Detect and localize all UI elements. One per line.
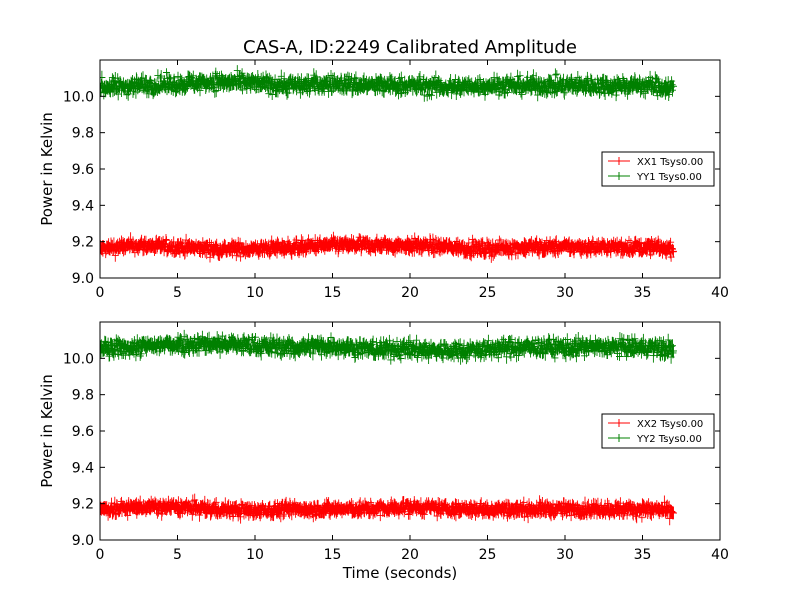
- legend-box: [601, 413, 715, 449]
- y-axis-label: Power in Kelvin: [38, 112, 56, 226]
- x-tick-label: 35: [634, 285, 652, 301]
- x-axis-label: Time (seconds): [342, 564, 458, 582]
- legend-label: XX2 Tsys0.00: [637, 419, 703, 430]
- x-tick-label: 0: [96, 285, 105, 301]
- series-markers: [100, 65, 677, 102]
- y-tick-label: 9.8: [72, 388, 94, 404]
- y-tick-label: 9.0: [72, 533, 94, 549]
- y-tick-label: 9.6: [72, 424, 94, 440]
- series-markers: [100, 493, 677, 526]
- series-yy2-points: [100, 329, 677, 365]
- y-tick-label: 9.6: [72, 162, 94, 178]
- legend-marker: [615, 172, 623, 180]
- series-yy1-points: [100, 65, 677, 102]
- legend-marker: [615, 419, 623, 427]
- x-tick-label: 30: [556, 547, 574, 563]
- x-tick-label: 5: [173, 285, 182, 301]
- x-tick-label: 20: [401, 547, 419, 563]
- series-markers: [100, 329, 677, 365]
- x-tick-label: 30: [556, 285, 574, 301]
- y-axis-label: Power in Kelvin: [38, 374, 56, 488]
- top-subplot: 0 5 10 15 20 25 30 35 40 9.0 9.2 9.4 9.6 9.8 10.0 Power…: [38, 59, 729, 301]
- x-tick-label: 15: [324, 547, 342, 563]
- y-tick-label: 9.2: [72, 235, 94, 251]
- x-tick-label: 10: [246, 547, 264, 563]
- series-markers: [100, 231, 677, 263]
- y-tick-label: 9.4: [72, 198, 94, 214]
- legend-marker: [615, 434, 623, 442]
- x-tick-label: 5: [173, 547, 182, 563]
- legend: XX1 Tsys0.00 YY1 Tsys0.00: [601, 151, 715, 187]
- y-tick-label: 10.0: [63, 351, 94, 367]
- chart-title: CAS-A, ID:2249 Calibrated Amplitude: [243, 37, 577, 58]
- x-tick-label: 0: [96, 547, 105, 563]
- x-tick-label: 35: [634, 547, 652, 563]
- x-tick-label: 25: [479, 547, 497, 563]
- series-xx2-points: [100, 493, 677, 526]
- x-tick-label: 10: [246, 285, 264, 301]
- y-tick-label: 9.2: [72, 497, 94, 513]
- y-tick-label: 9.8: [72, 126, 94, 142]
- legend-label: XX1 Tsys0.00: [637, 157, 703, 168]
- x-tick-label: 25: [479, 285, 497, 301]
- x-tick-label: 20: [401, 285, 419, 301]
- legend-label: YY1 Tsys0.00: [636, 172, 702, 183]
- y-tick-label: 9.4: [72, 460, 94, 476]
- series-xx1-points: [100, 231, 677, 263]
- x-tick-label: 40: [711, 285, 729, 301]
- legend-box: [601, 151, 715, 187]
- y-tick-label: 9.0: [72, 271, 94, 287]
- legend-label: YY2 Tsys0.00: [636, 434, 702, 445]
- y-tick-label: 10.0: [63, 89, 94, 105]
- legend-marker: [615, 157, 623, 165]
- x-tick-label: 40: [711, 547, 729, 563]
- bottom-subplot: 0 5 10 15 20 25 30 35 40 9.0 9.2 9.4 9.6 9.8 10.0 Power…: [38, 321, 729, 582]
- legend: XX2 Tsys0.00 YY2 Tsys0.00: [601, 413, 715, 449]
- x-tick-label: 15: [324, 285, 342, 301]
